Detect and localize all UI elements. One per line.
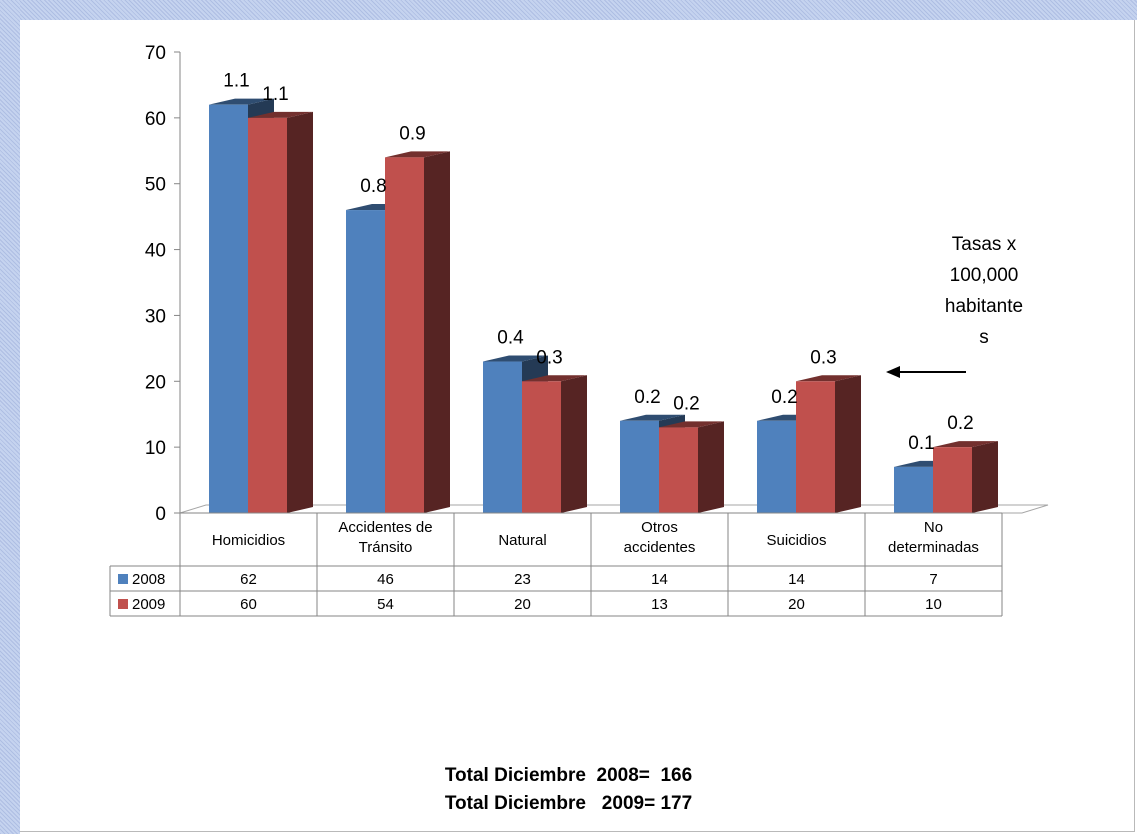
frame-left-border [0, 0, 20, 834]
legend-key-2009 [118, 599, 128, 609]
data-label: 0.2 [947, 413, 973, 434]
bar-top [248, 111, 313, 118]
legend-label-2008: 2008 [132, 571, 165, 588]
bar-side [698, 421, 724, 513]
bar-front [346, 210, 385, 514]
category-label: Natural [498, 532, 546, 549]
bar-chart: 0 10 20 30 40 50 60 70 1.1 0.8 0.4 0.2 0.2 0.1 1.1 0.9… [109, 43, 1049, 617]
data-label: 1.1 [262, 84, 288, 105]
y-tick-label: 50 [145, 175, 166, 196]
bar-front [757, 420, 796, 513]
frame-top-border [0, 0, 1137, 20]
bar-top [659, 421, 724, 428]
table-cell: 60 [240, 596, 257, 613]
table-cell: 20 [514, 596, 531, 613]
data-table: Homicidios Accidentes de Tránsito Natural Ot… [109, 512, 1003, 617]
bar-front [933, 447, 972, 513]
bar-side [424, 151, 450, 513]
bar-front [796, 381, 835, 513]
data-label: 0.2 [771, 387, 797, 408]
bar-top [796, 375, 861, 382]
bar-top [209, 98, 274, 105]
annotation-text: Tasas x 100,000 habitante s [945, 234, 1023, 348]
table-cell: 14 [651, 571, 668, 588]
bar-front [483, 361, 522, 513]
bar-front [894, 466, 933, 513]
frame-right-line [1134, 20, 1135, 832]
bar-front [659, 427, 698, 513]
bar-2009-5 [933, 441, 998, 513]
table-cell: 46 [377, 571, 394, 588]
bar-2009-1 [385, 151, 450, 513]
bar-top [483, 355, 548, 362]
total-2009: Total Diciembre 2009= 177 [444, 793, 693, 814]
table-cell: 62 [240, 571, 257, 588]
table-cell: 20 [788, 596, 805, 613]
y-tick-label: 0 [155, 504, 166, 525]
data-label: 0.9 [399, 123, 425, 144]
bar-top [522, 375, 587, 382]
bar-2009-4 [796, 375, 861, 513]
table-cell: 10 [925, 596, 942, 613]
table-cell: 14 [788, 571, 805, 588]
bar-front [620, 420, 659, 513]
bar-side [287, 111, 313, 513]
data-labels: 1.1 0.8 0.4 0.2 0.2 0.1 1.1 0.9 0.3 0.2 0.3 0.2 [223, 71, 973, 454]
table-cell: 54 [377, 596, 394, 613]
y-tick-label: 40 [145, 241, 166, 262]
bar-2009-3 [659, 421, 724, 513]
bar-front [385, 157, 424, 513]
category-label: Otros accidentes [624, 519, 696, 556]
legend-label-2009: 2009 [132, 596, 165, 613]
y-tick-label: 10 [145, 438, 166, 459]
bar-side [835, 375, 861, 513]
data-label: 0.8 [360, 176, 386, 197]
table-cell: 13 [651, 596, 668, 613]
data-label: 0.3 [810, 347, 836, 368]
bar-front [209, 104, 248, 513]
legend-key-2008 [118, 574, 128, 584]
table-cell: 23 [514, 571, 531, 588]
bar-top [933, 441, 998, 448]
total-2008: Total Diciembre 2008= 166 [444, 765, 693, 786]
data-label: 1.1 [223, 71, 249, 92]
category-label: Accidentes de Tránsito [338, 519, 432, 556]
bar-front [522, 381, 561, 513]
y-tick-label: 60 [145, 109, 166, 130]
bar-top [620, 414, 685, 421]
y-tick-label: 70 [145, 43, 166, 64]
bars [209, 98, 998, 514]
bar-2009-0 [248, 111, 313, 513]
bar-2009-2 [522, 375, 587, 513]
bar-front [248, 117, 287, 513]
y-tick-label: 30 [145, 306, 166, 327]
category-label: Suicidios [766, 532, 826, 549]
rate-annotation: Tasas x 100,000 habitante s [886, 234, 1023, 378]
bar-top [385, 151, 450, 158]
arrow-head [886, 366, 900, 378]
bar-side [972, 441, 998, 513]
data-label: 0.3 [536, 347, 562, 368]
data-label: 0.2 [634, 387, 660, 408]
category-label: No determinadas [888, 519, 979, 556]
data-label: 0.1 [908, 433, 934, 454]
bar-side [561, 375, 587, 513]
totals-block: Total Diciembre 2008= 166 Total Diciembr… [0, 762, 1137, 818]
frame-bottom-line [20, 831, 1135, 832]
data-label: 0.2 [673, 393, 699, 414]
y-tick-label: 20 [145, 372, 166, 393]
table-cell: 7 [929, 571, 937, 588]
data-label: 0.4 [497, 328, 524, 349]
category-label: Homicidios [212, 532, 285, 549]
